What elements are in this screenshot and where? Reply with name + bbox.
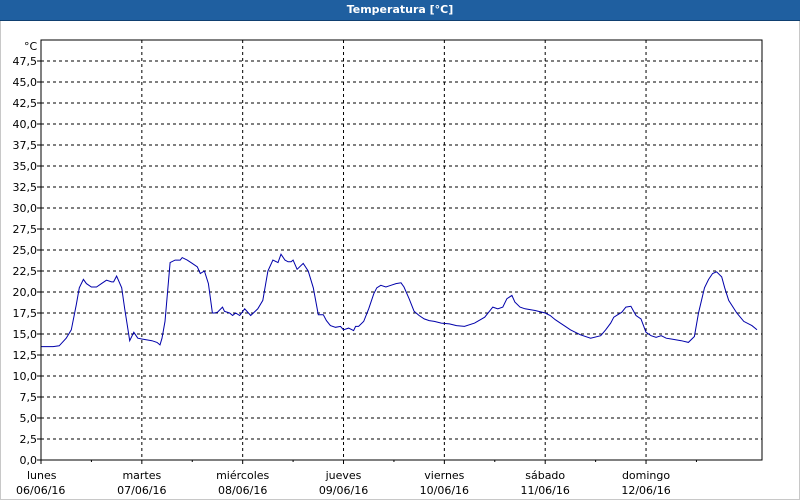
x-tick-label-date: 09/06/16 [319, 484, 368, 497]
x-tick-label-day: lunes [27, 469, 57, 482]
y-tick-label: 37,5 [13, 139, 38, 152]
x-tick-label-date: 07/06/16 [117, 484, 166, 497]
temperature-series-line [41, 253, 758, 348]
y-tick-label: 27,5 [13, 223, 38, 236]
y-tick-label: 10,0 [13, 370, 38, 383]
x-tick-label-day: miércoles [216, 469, 269, 482]
y-tick-label: 12,5 [13, 349, 38, 362]
grid [41, 40, 762, 460]
y-tick-label: 17,5 [13, 307, 38, 320]
x-tick-label-day: jueves [325, 469, 362, 482]
y-tick-label: 30,0 [13, 202, 38, 215]
x-tick-label-date: 06/06/16 [16, 484, 65, 497]
x-tick-label-date: 12/06/16 [621, 484, 670, 497]
y-tick-label: 2,5 [20, 433, 38, 446]
y-axis-unit: °C [24, 40, 38, 53]
y-tick-label: 25,0 [13, 244, 38, 257]
y-tick-label: 7,5 [20, 391, 38, 404]
x-tick-label-day: domingo [622, 469, 670, 482]
x-tick-label-day: sábado [525, 469, 565, 482]
x-tick-label-day: viernes [424, 469, 464, 482]
y-tick-label: 32,5 [13, 181, 38, 194]
y-tick-label: 42,5 [13, 97, 38, 110]
x-tick-label-date: 11/06/16 [520, 484, 569, 497]
x-tick-label-date: 10/06/16 [420, 484, 469, 497]
y-tick-label: 47,5 [13, 55, 38, 68]
y-axis-ticks: 0,0 2,5 5,0 7,5 10,0 12,5 15,0 17,5 20,0 22,5 25,0… [13, 55, 41, 467]
plot-frame [40, 39, 763, 461]
x-tick-label-date: 08/06/16 [218, 484, 267, 497]
y-tick-label: 15,0 [13, 328, 38, 341]
y-tick-label: 5,0 [20, 412, 38, 425]
x-tick-label-day: martes [122, 469, 161, 482]
chart-titlebar: Temperatura [°C] [0, 0, 800, 21]
y-tick-label: 20,0 [13, 286, 38, 299]
y-tick-label: 45,0 [13, 76, 38, 89]
y-tick-label: 35,0 [13, 160, 38, 173]
y-tick-label: 40,0 [13, 118, 38, 131]
y-tick-label: 0,0 [20, 454, 38, 467]
x-axis-ticks: lunes 06/06/16 martes 07/06/16 miércoles 08/0… [16, 460, 697, 497]
chart-title: Temperatura [°C] [346, 3, 454, 16]
y-tick-label: 22,5 [13, 265, 38, 278]
